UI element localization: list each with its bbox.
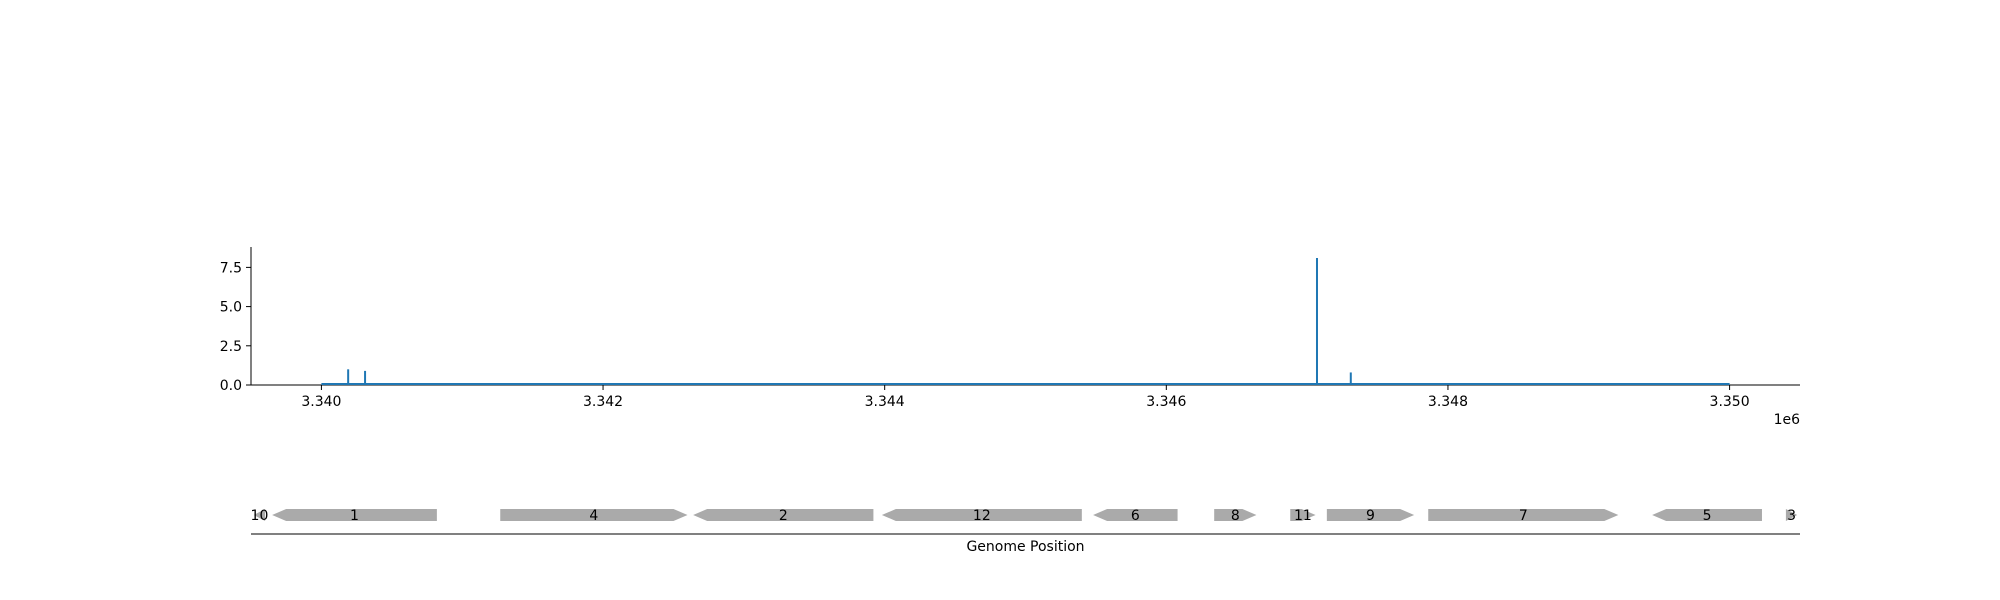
gene-label: 12 (973, 508, 991, 524)
y-tick-label: 2.5 (220, 339, 242, 355)
gene-label: 10 (251, 508, 269, 524)
x-tick-label: 3.346 (1146, 394, 1186, 410)
gene-label: 6 (1131, 508, 1140, 524)
x-tick-label: 3.344 (865, 394, 905, 410)
gene-label: 9 (1366, 508, 1375, 524)
y-tick-label: 7.5 (220, 260, 242, 276)
gene-label: 2 (779, 508, 788, 524)
gene-label: 8 (1231, 508, 1240, 524)
gene-arrow[interactable] (253, 509, 266, 521)
x-tick-label: 3.348 (1428, 394, 1468, 410)
x-tick-label: 3.350 (1710, 394, 1750, 410)
gene-label: 5 (1703, 508, 1712, 524)
gene-arrow[interactable] (693, 509, 874, 521)
y-tick-label: 5.0 (220, 300, 242, 316)
y-tick-label: 0.0 (220, 378, 242, 394)
gene-arrow[interactable] (1214, 509, 1257, 521)
x-tick-label: 3.342 (583, 394, 623, 410)
gene-arrow[interactable] (1652, 509, 1762, 521)
gene-label: 3 (1787, 508, 1796, 524)
gene-label: 1 (350, 508, 359, 524)
x-offset-label: 1e6 (1774, 412, 1801, 428)
x-tick-label: 3.340 (301, 394, 341, 410)
x-axis-title: Genome Position (966, 539, 1084, 555)
gene-arrow[interactable] (1326, 509, 1415, 521)
gene-arrow[interactable] (1290, 509, 1316, 521)
gene-arrow[interactable] (1785, 509, 1798, 521)
gene-label: 11 (1294, 508, 1312, 524)
gene-arrow[interactable] (1428, 509, 1619, 521)
gene-label: 4 (589, 508, 598, 524)
gene-arrow[interactable] (500, 509, 688, 521)
gene-label: 7 (1519, 508, 1528, 524)
gene-arrow[interactable] (881, 509, 1082, 521)
gene-arrow[interactable] (272, 509, 437, 521)
gene-arrow[interactable] (1093, 509, 1178, 521)
